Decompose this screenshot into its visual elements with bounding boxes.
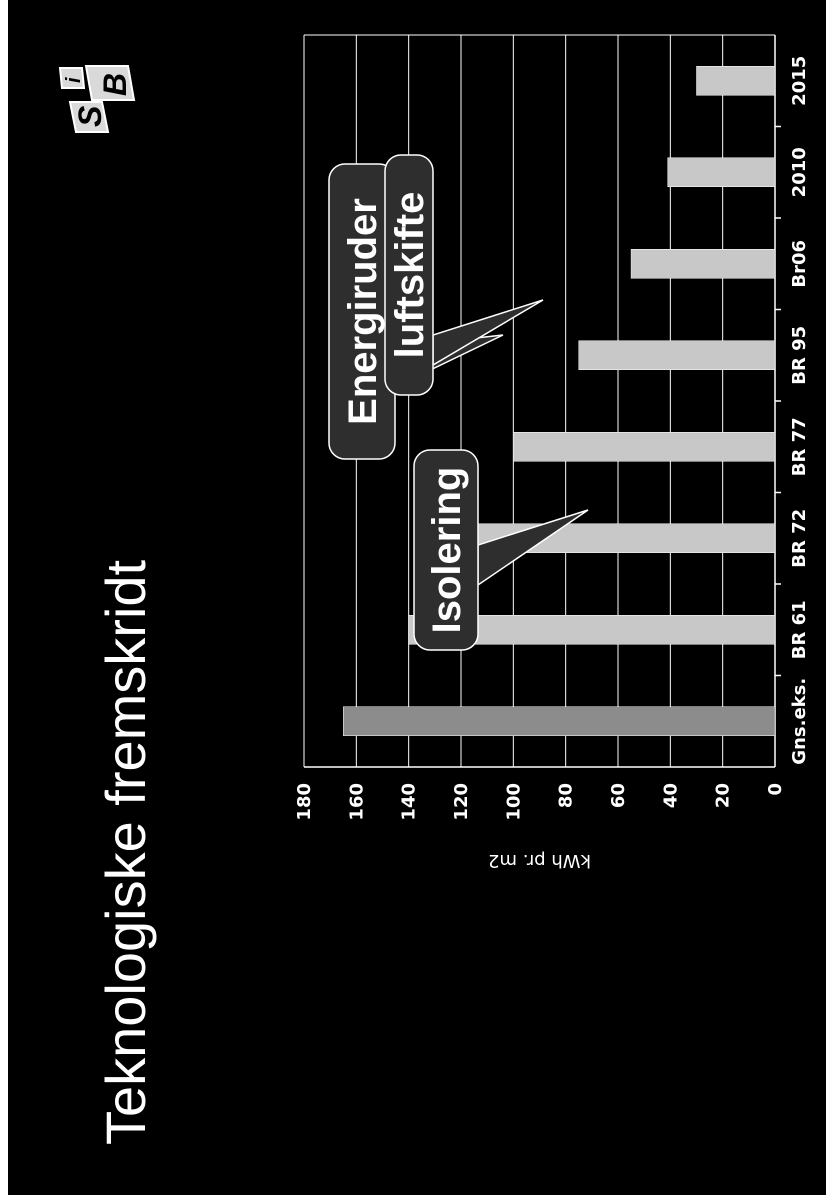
y-tick-label: 80 (556, 783, 577, 808)
gridlines (303, 34, 781, 768)
sbi-logo: S B i (58, 65, 136, 133)
bar-2015 (696, 66, 776, 96)
x-tick-label: BR 95 (789, 326, 810, 385)
svg-text:S: S (72, 105, 108, 127)
bar-2010 (667, 157, 776, 187)
callout-label: luftskifte (388, 192, 432, 359)
svg-text:B: B (97, 73, 133, 96)
svg-text:i: i (63, 77, 85, 83)
x-tick-labels: Gns.eks. BR 61 BR 72 BR 77 BR 95 Br06 2010 2015 (789, 56, 810, 765)
bar-br06 (630, 249, 776, 279)
bars (343, 66, 776, 736)
x-tick-label: BR 61 (789, 600, 810, 659)
x-tick-label: BR 77 (789, 417, 810, 476)
x-tick-label: 2015 (789, 56, 810, 106)
y-tick-label: 140 (399, 783, 420, 821)
callout-box (413, 449, 479, 651)
bar-br-95 (578, 340, 776, 370)
y-tick-label: 160 (346, 783, 367, 821)
y-tick-label: 0 (765, 783, 786, 796)
callout-label: Isolering (425, 467, 469, 634)
y-axis-label: kWh pr. m2 (488, 850, 591, 871)
bar-gns-eks- (343, 706, 776, 736)
slide: Teknologiske fremskridt 0 20 40 60 80 100 120 1… (8, 0, 826, 1195)
x-tick-label: BR 72 (789, 509, 810, 568)
y-tick-label: 40 (660, 783, 681, 808)
callouts: Isolering Energiruder luftskifte (328, 154, 589, 651)
bar-br-61 (408, 615, 776, 645)
y-tick-label: 180 (294, 783, 315, 821)
y-tick-label: 20 (713, 783, 734, 808)
x-tick-label: Gns.eks. (789, 678, 810, 765)
y-tick-label: 100 (503, 783, 524, 821)
y-tick-label: 60 (608, 783, 629, 808)
bar-chart: 0 20 40 60 80 100 120 140 160 180 Gns.eks. BR 61 BR… (294, 34, 810, 871)
callout-pointer (432, 299, 544, 367)
callout-box (384, 154, 434, 396)
y-tick-labels: 0 20 40 60 80 100 120 140 160 180 (294, 783, 786, 821)
callout-label: Energiruder (341, 198, 385, 425)
x-tick-label: 2010 (789, 147, 810, 197)
y-tick-label: 120 (451, 783, 472, 821)
bar-br-77 (513, 432, 776, 462)
x-tick-label: Br06 (789, 240, 810, 288)
slide-content: Teknologiske fremskridt 0 20 40 60 80 100 120 1… (8, 0, 826, 1195)
